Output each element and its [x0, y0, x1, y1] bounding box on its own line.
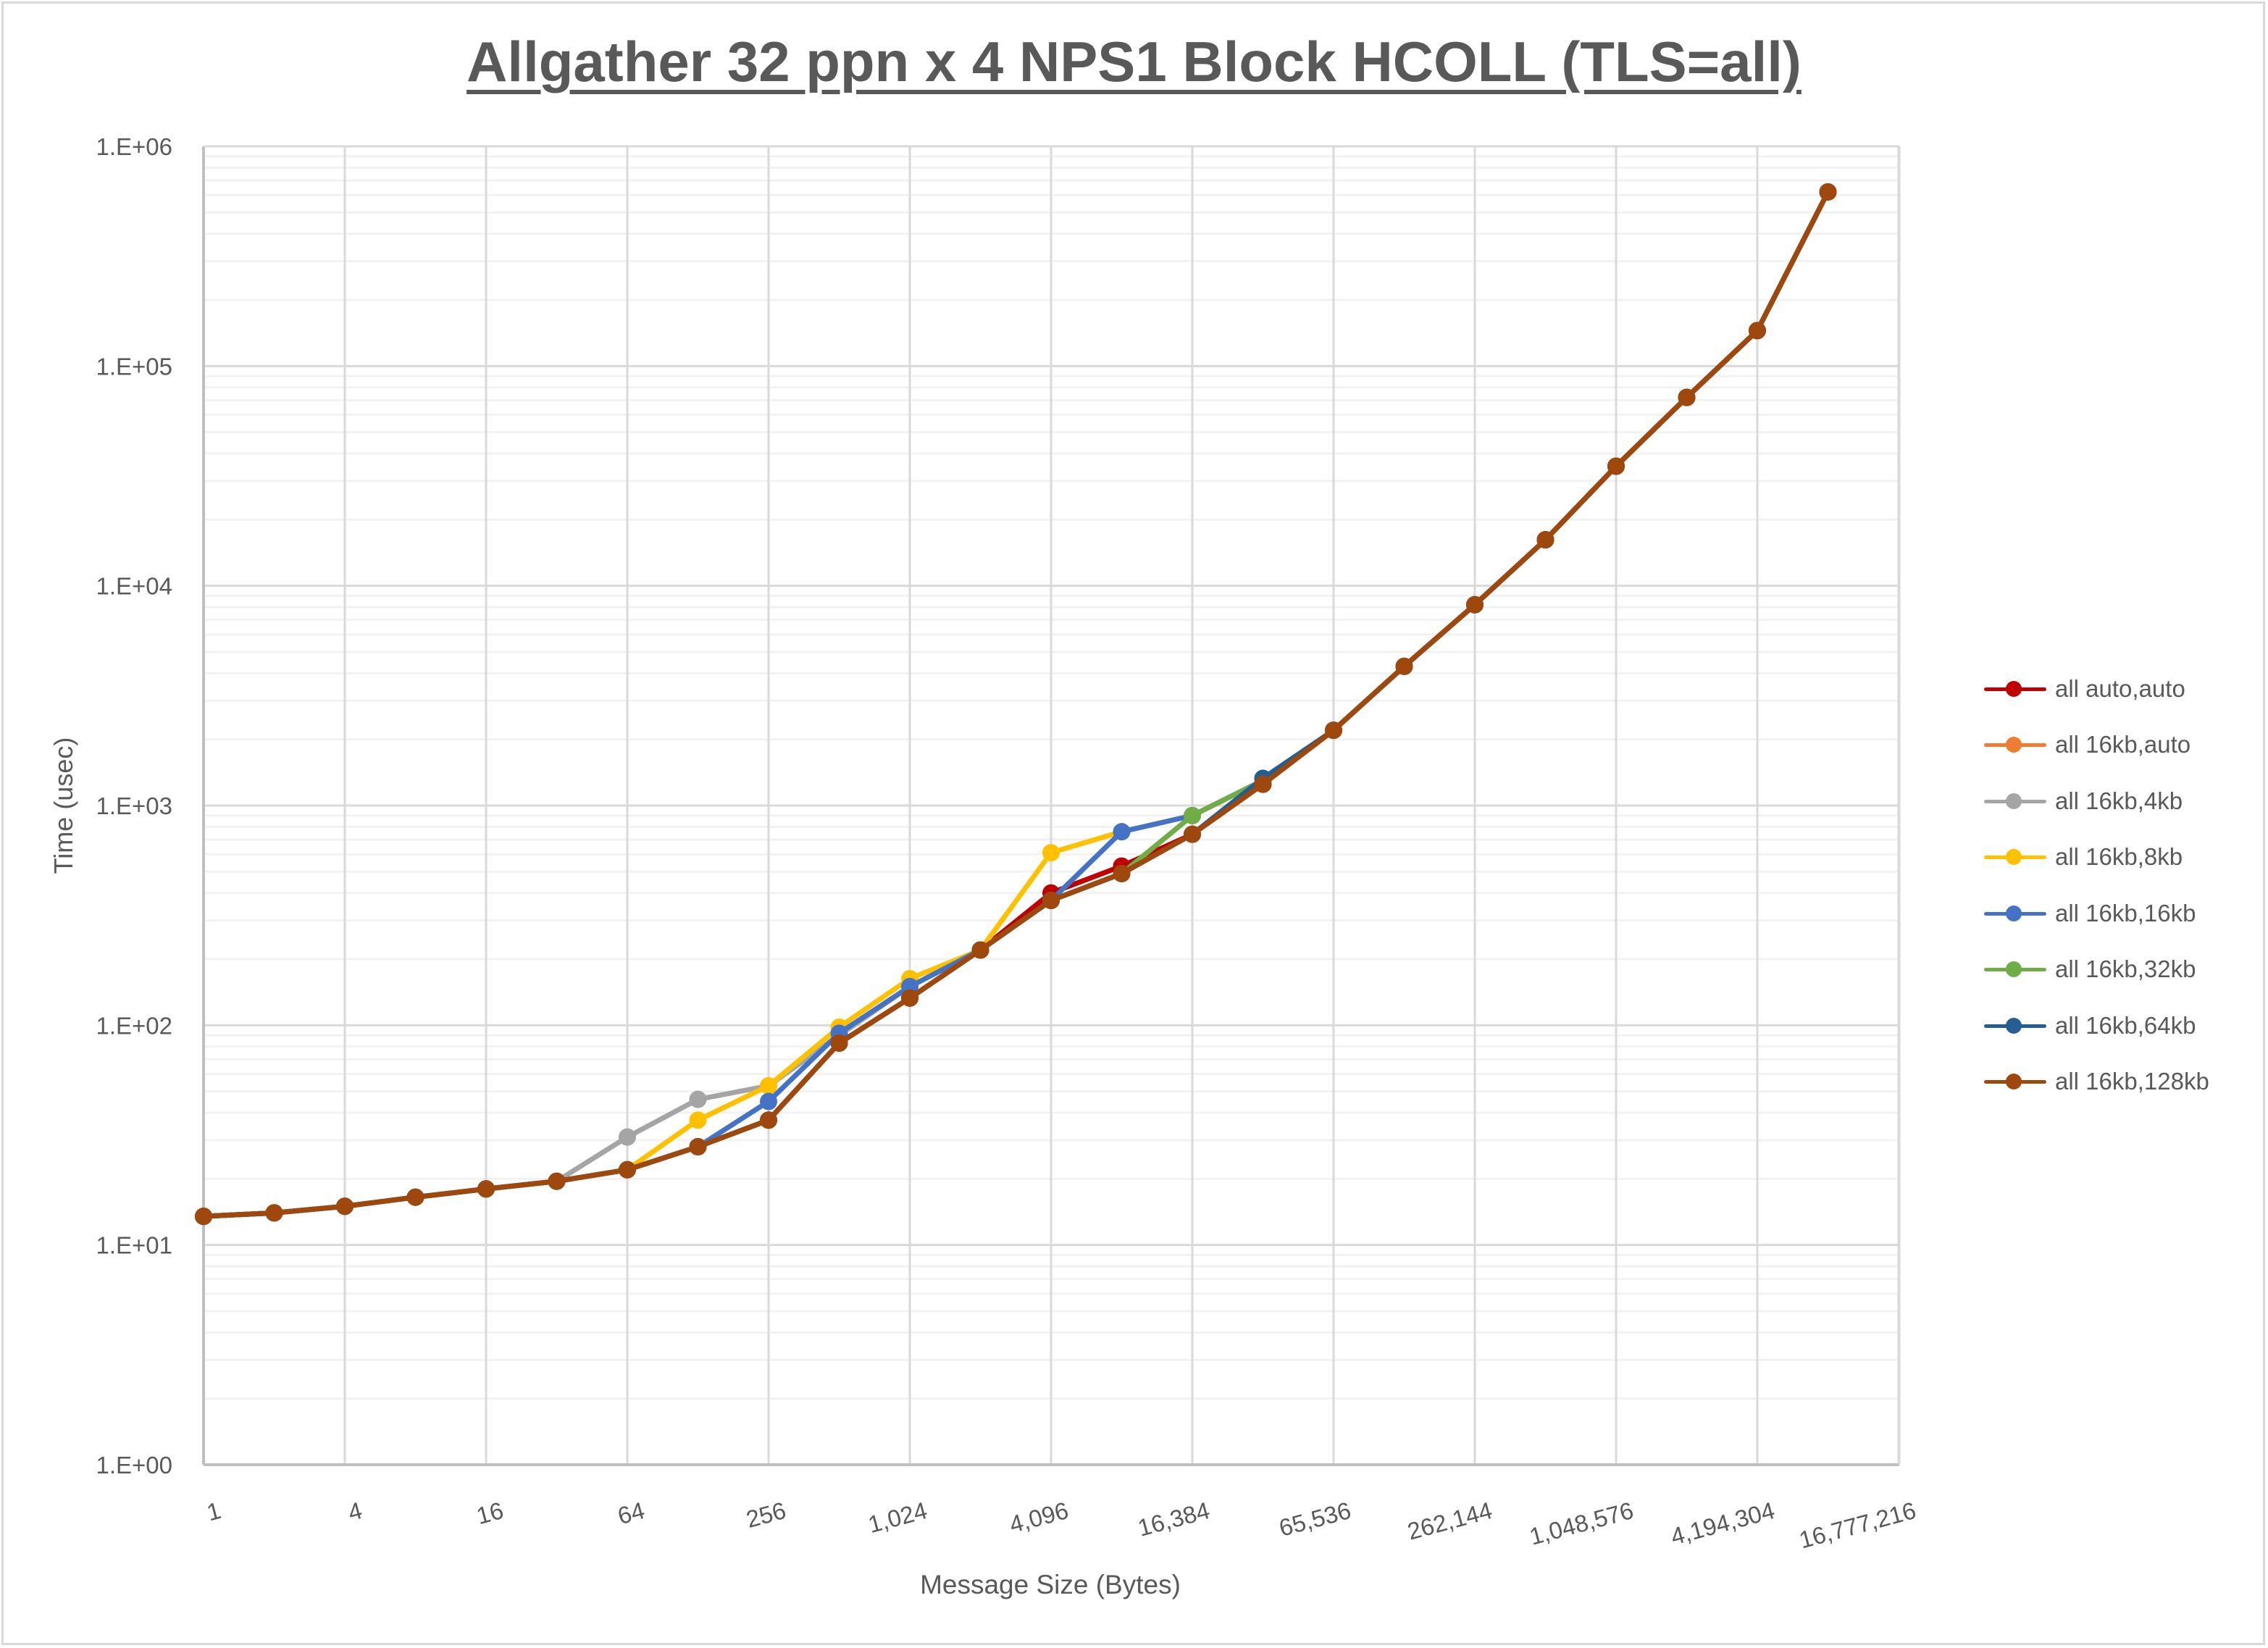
x-tick-label: 1	[204, 1497, 224, 1526]
y-tick-label: 1.E+00	[96, 1452, 172, 1478]
x-tick-label: 16,777,216	[1796, 1497, 1919, 1553]
y-tick-label: 1.E+04	[96, 573, 172, 600]
data-point	[1325, 721, 1342, 740]
x-tick-label: 16	[474, 1497, 506, 1529]
data-point	[1184, 806, 1201, 824]
legend-marker-icon	[1981, 846, 2049, 868]
x-tick-label: 4,096	[1006, 1497, 1071, 1538]
legend-item: all 16kb,64kb	[1981, 997, 2209, 1054]
data-point	[689, 1090, 707, 1108]
y-tick-label: 1.E+05	[96, 353, 172, 380]
data-point	[1113, 864, 1131, 882]
y-axis-label: Time (usec)	[49, 737, 78, 874]
legend-item: all 16kb,4kb	[1981, 773, 2209, 829]
data-point	[1466, 595, 1484, 614]
x-axis-ticks: 1 4 16 64 256 1,024 4,096 16,384 65,536 262,144 1,…	[204, 1497, 1919, 1553]
x-axis-label: Message Size (Bytes)	[920, 1570, 1181, 1599]
y-tick-label: 1.E+03	[96, 792, 172, 819]
data-series	[195, 183, 1837, 1226]
y-axis-ticks: 1.E+00 1.E+01 1.E+02 1.E+03 1.E+04 1.E+05 1.E+…	[96, 133, 172, 1478]
series-all-16kb-auto	[195, 183, 1837, 1226]
data-point	[619, 1160, 636, 1179]
chart-title: Allgather 32 ppn x 4 NPS1 Block HCOLL (T…	[0, 29, 2268, 95]
data-point	[830, 1034, 848, 1052]
legend-item: all 16kb,32kb	[1981, 942, 2209, 998]
series-all-16kb-4kb	[195, 183, 1837, 1226]
legend-marker-icon	[1981, 1015, 2049, 1037]
legend-item: all auto,auto	[1981, 661, 2209, 717]
legend-label: all auto,auto	[2055, 674, 2185, 702]
legend-label: all 16kb,auto	[2055, 731, 2191, 758]
data-point	[1113, 823, 1131, 841]
series-all-16kb-16kb	[195, 183, 1837, 1226]
data-point	[901, 989, 919, 1007]
legend-label: all 16kb,128kb	[2055, 1068, 2209, 1095]
legend-marker-icon	[1981, 903, 2049, 924]
axes	[202, 145, 1901, 1466]
legend-marker-icon	[1981, 678, 2049, 700]
legend-label: all 16kb,16kb	[2055, 899, 2196, 927]
data-point	[1536, 531, 1554, 549]
chart-title-text: Allgather 32 ppn x 4 NPS1 Block HCOLL (T…	[466, 30, 1802, 93]
legend-item: all 16kb,128kb	[1981, 1054, 2209, 1110]
data-point	[689, 1111, 707, 1129]
data-point	[1819, 183, 1837, 201]
data-point	[406, 1188, 424, 1206]
x-tick-label: 256	[743, 1497, 789, 1533]
data-point	[1395, 657, 1413, 675]
series-all-16kb-32kb	[195, 183, 1837, 1226]
legend: all auto,auto all 16kb,auto all 16kb,4kb…	[1981, 661, 2209, 1110]
data-point	[971, 941, 989, 959]
data-point	[265, 1204, 283, 1222]
data-point	[760, 1111, 777, 1129]
y-tick-label: 1.E+02	[96, 1012, 172, 1039]
x-tick-label: 4,194,304	[1667, 1497, 1777, 1550]
data-point	[1678, 388, 1696, 406]
data-point	[1184, 825, 1201, 843]
legend-marker-icon	[1981, 734, 2049, 756]
legend-marker-icon	[1981, 958, 2049, 980]
data-point	[1042, 844, 1060, 862]
series-all-16kb-128kb	[195, 183, 1837, 1226]
legend-item: all 16kb,16kb	[1981, 885, 2209, 942]
data-point	[689, 1138, 707, 1156]
x-tick-label: 262,144	[1405, 1497, 1495, 1545]
data-point	[1607, 457, 1625, 475]
x-tick-label: 1,024	[865, 1497, 929, 1538]
legend-marker-icon	[1981, 1071, 2049, 1092]
data-point	[760, 1076, 777, 1095]
legend-marker-icon	[1981, 790, 2049, 812]
data-point	[619, 1128, 636, 1146]
data-point	[336, 1197, 353, 1216]
data-point	[1749, 322, 1766, 340]
series-all-auto-auto	[195, 183, 1837, 1226]
legend-label: all 16kb,4kb	[2055, 787, 2183, 814]
legend-item: all 16kb,auto	[1981, 717, 2209, 774]
x-tick-label: 4	[346, 1497, 365, 1526]
legend-item: all 16kb,8kb	[1981, 829, 2209, 886]
y-tick-label: 1.E+01	[96, 1232, 172, 1259]
data-point	[195, 1208, 212, 1226]
series-all-16kb-64kb	[195, 183, 1837, 1226]
series-all-16kb-8kb	[195, 183, 1837, 1226]
legend-label: all 16kb,64kb	[2055, 1011, 2196, 1039]
x-tick-label: 65,536	[1276, 1497, 1354, 1542]
data-point	[760, 1092, 777, 1110]
x-tick-label: 1,048,576	[1526, 1497, 1636, 1550]
x-tick-label: 16,384	[1135, 1497, 1213, 1542]
y-tick-label: 1.E+06	[96, 133, 172, 160]
data-point	[1254, 775, 1272, 793]
x-tick-label: 64	[615, 1497, 648, 1529]
data-point	[477, 1180, 495, 1198]
data-point	[548, 1172, 566, 1190]
legend-label: all 16kb,8kb	[2055, 843, 2183, 871]
data-point	[1042, 891, 1060, 909]
legend-label: all 16kb,32kb	[2055, 955, 2196, 983]
